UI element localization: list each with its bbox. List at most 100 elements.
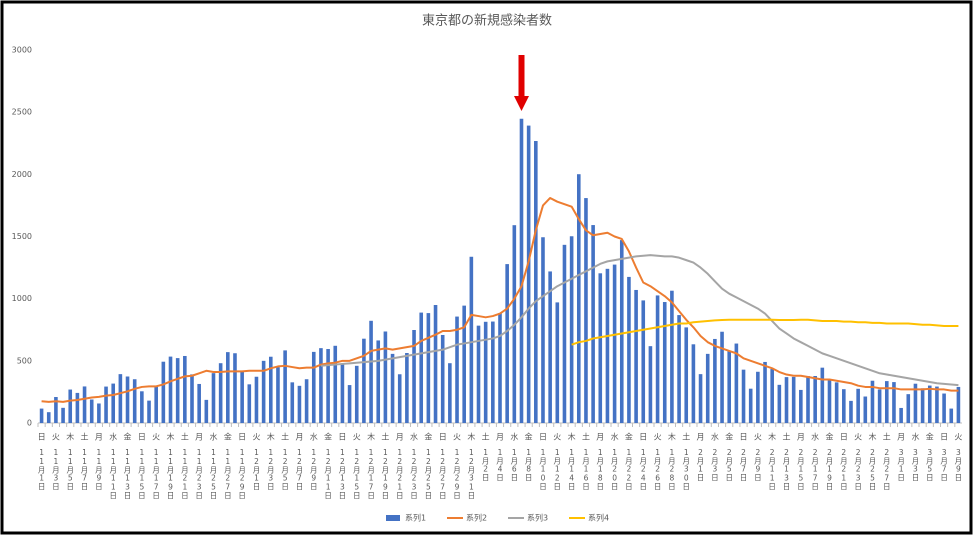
bar [870, 380, 875, 423]
weekday-label: 水 [510, 432, 518, 442]
y-tick-label: 3000 [12, 46, 32, 55]
x-tick-label: 11月9日 [94, 448, 103, 491]
weekday-label: 金 [926, 432, 934, 442]
x-tick-label: 2月7日 [739, 448, 748, 482]
bar [913, 383, 918, 423]
bar [949, 408, 954, 423]
x-tick-label: 11月25日 [209, 448, 218, 500]
arrow-head [514, 96, 529, 111]
bar [820, 367, 825, 423]
weekday-label: 日 [238, 433, 246, 442]
weekday-label: 木 [568, 432, 576, 442]
weekday-label: 金 [324, 432, 332, 442]
x-tick-label: 11月17日 [152, 448, 161, 500]
bar [612, 264, 617, 423]
bar [483, 321, 488, 423]
y-tick-label: 0 [27, 419, 32, 428]
weekday-label: 火 [754, 433, 762, 442]
bar [61, 407, 65, 423]
bar [942, 393, 946, 423]
weekday-label: 月 [797, 433, 805, 442]
y-tick-label: 1500 [12, 232, 32, 241]
weekday-label: 火 [654, 433, 662, 442]
weekday-label: 土 [181, 432, 189, 442]
bar [46, 412, 51, 423]
bar [376, 340, 381, 423]
x-tick-label: 11月11日 [109, 448, 118, 500]
x-tick-label: 12月21日 [395, 448, 404, 500]
weekday-label: 水 [410, 432, 418, 442]
bar [892, 382, 896, 423]
weekday-label: 土 [682, 432, 690, 442]
x-tick-label: 12月9日 [309, 448, 318, 491]
weekday-label: 火 [954, 433, 962, 442]
x-tick-label: 2月9日 [753, 448, 762, 482]
bar [97, 403, 101, 423]
weekday-label: 水 [811, 432, 819, 442]
weekday-label: 木 [668, 432, 676, 442]
bar [161, 361, 166, 423]
bar [82, 386, 87, 423]
bar [369, 320, 373, 423]
bar [741, 369, 746, 423]
x-tick-label: 12月29日 [453, 448, 462, 500]
weekday-label: 火 [252, 433, 260, 442]
bar [412, 329, 416, 423]
weekday-label: 木 [367, 432, 375, 442]
bar [899, 407, 903, 423]
weekday-label: 金 [224, 432, 232, 442]
weekday-label: 土 [883, 432, 891, 442]
bar [326, 349, 330, 423]
x-tick-label: 12月25日 [424, 448, 433, 500]
weekday-label: 月 [897, 433, 905, 442]
bar [89, 399, 94, 423]
weekday-label: 火 [353, 433, 361, 442]
bar [576, 174, 581, 423]
weekday-label: 土 [81, 432, 89, 442]
bar [763, 361, 767, 423]
bar [713, 338, 717, 423]
bar [426, 313, 431, 423]
x-tick-label: 2月27日 [882, 448, 891, 491]
bar [175, 358, 180, 423]
weekday-label: 水 [611, 432, 619, 442]
bar [168, 356, 173, 423]
bar [756, 371, 760, 423]
bar [283, 350, 287, 423]
x-tick-label: 11月27日 [223, 448, 232, 500]
bar [183, 355, 187, 423]
weekday-label: 水 [310, 432, 318, 442]
x-tick-label: 11月15日 [137, 448, 146, 500]
bar [877, 389, 882, 423]
x-tick-label: 1月12日 [553, 448, 562, 491]
bar [555, 302, 560, 423]
bar [197, 383, 201, 423]
bar [856, 388, 860, 423]
arrow [514, 55, 529, 111]
bar [598, 273, 603, 423]
weekday-label: 日 [639, 433, 647, 442]
bar [462, 305, 466, 423]
bar [455, 316, 459, 423]
bar [863, 396, 868, 423]
bar [218, 363, 223, 423]
weekday-label: 金 [825, 432, 833, 442]
x-tick-label: 1月4日 [496, 448, 505, 482]
weekday-label: 日 [338, 433, 346, 442]
legend-label: 系列2 [466, 513, 487, 523]
x-tick-label: 1月6日 [510, 448, 519, 482]
bar [748, 388, 753, 423]
bar [784, 377, 789, 423]
weekday-label: 日 [539, 433, 547, 442]
weekday-label: 金 [424, 432, 432, 442]
x-tick-label: 2月1日 [696, 448, 705, 482]
y-tick-label: 500 [17, 356, 32, 365]
x-tick-label: 2月17日 [811, 448, 820, 491]
x-tick-label: 11月5日 [66, 448, 75, 491]
x-tick-label: 11月7日 [80, 448, 89, 491]
bar [526, 125, 531, 423]
bar [548, 271, 552, 423]
bar [190, 374, 194, 423]
arrow-shaft [518, 55, 525, 97]
x-tick-label: 1月16日 [581, 448, 590, 491]
